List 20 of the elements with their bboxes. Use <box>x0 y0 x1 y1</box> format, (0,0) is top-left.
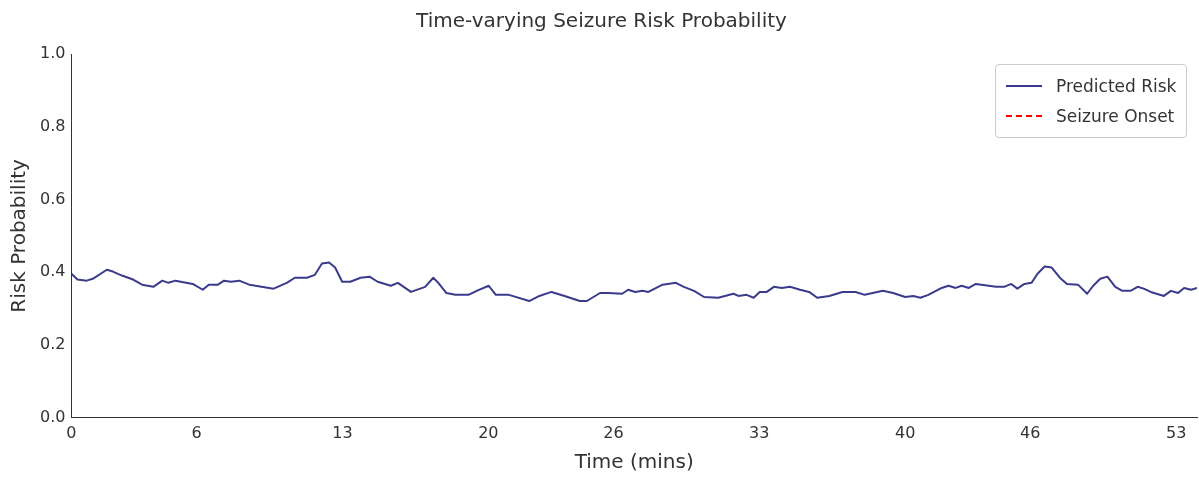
x-tick-label: 13 <box>332 422 353 442</box>
x-tick-label: 40 <box>895 422 916 442</box>
x-tick-label: 20 <box>478 422 499 442</box>
y-tick-label: 0.2 <box>39 334 66 354</box>
x-tick-label: 46 <box>1020 422 1041 442</box>
x-tick-label: 53 <box>1165 422 1187 442</box>
y-tick-label: 0.6 <box>39 188 66 208</box>
y-tick-label: 0.8 <box>39 115 66 135</box>
x-tick-label: 33 <box>749 422 770 442</box>
legend-label: Seizure Onset <box>1056 106 1175 126</box>
y-tick-label: 1.0 <box>39 43 66 63</box>
y-tick-label: 0.0 <box>39 406 66 426</box>
x-tick-label: 0 <box>66 422 77 442</box>
x-axis-title: Time (mins) <box>573 449 694 474</box>
chart-title: Time-varying Seizure Risk Probability <box>415 8 788 33</box>
x-tick-label: 6 <box>191 422 202 442</box>
y-axis-title: Risk Probability <box>6 158 31 313</box>
legend-label: Predicted Risk <box>1056 76 1177 96</box>
x-tick-label: 26 <box>603 422 624 442</box>
y-tick-label: 0.4 <box>39 261 66 281</box>
